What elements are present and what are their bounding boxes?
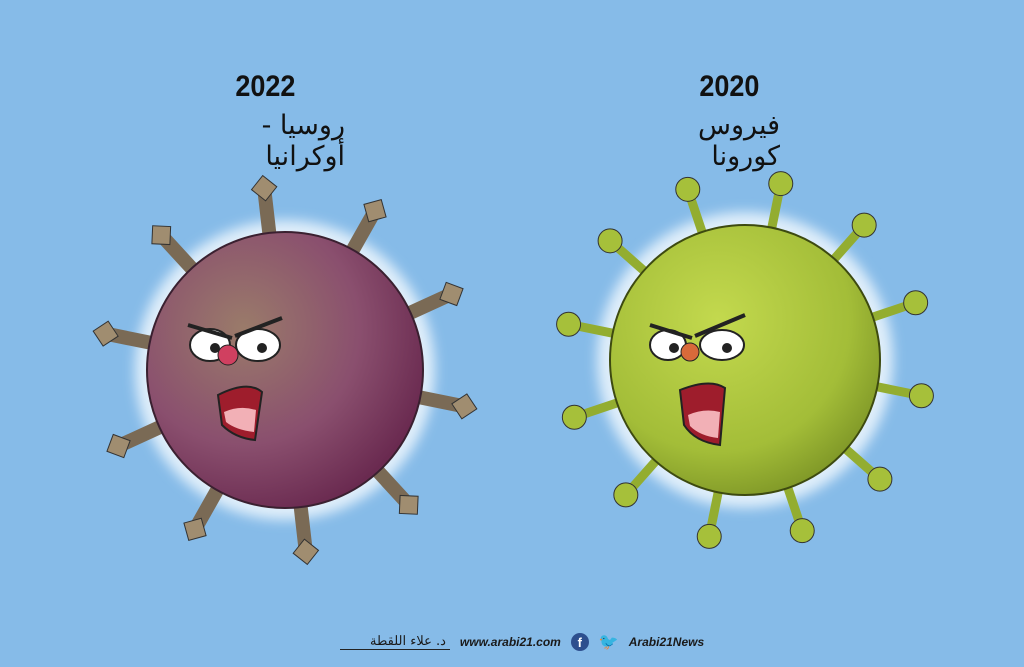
left-caption: روسيا - أوكرانيا <box>261 110 345 172</box>
facebook-icon[interactable]: f <box>570 633 589 651</box>
artist-signature: د. علاء اللقطة <box>340 634 450 650</box>
right-year-title: 2020 <box>699 70 760 103</box>
left-year-title: 2022 <box>235 70 296 103</box>
virus-face <box>187 316 283 442</box>
social-handle[interactable]: Arabi21News <box>628 635 705 649</box>
virus-body <box>146 231 424 509</box>
website-link[interactable]: www.arabi21.com <box>459 635 561 649</box>
right-caption: فيروس كورونا <box>698 110 780 172</box>
virus-body <box>609 224 881 496</box>
virus-face <box>649 313 746 447</box>
footer: د. علاء اللقطة www.arabi21.com f 🐦 Arabi… <box>340 632 704 652</box>
war-virus <box>92 174 478 566</box>
coronavirus <box>556 171 934 549</box>
twitter-icon[interactable]: 🐦 <box>598 634 619 651</box>
